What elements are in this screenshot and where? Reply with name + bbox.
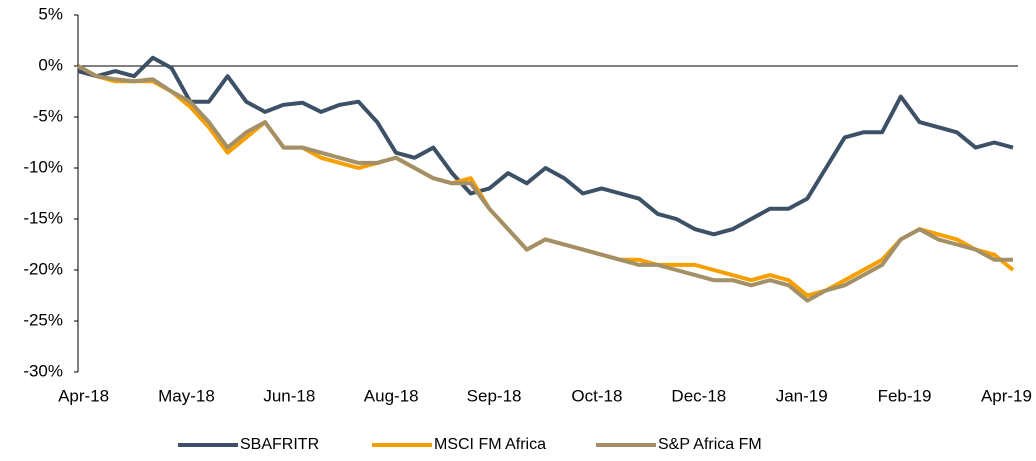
x-tick-label: Jun-18	[263, 386, 315, 405]
x-tick-label: Apr-18	[58, 386, 109, 405]
x-tick-label: May-18	[158, 386, 215, 405]
legend: SBAFRITR MSCI FM Africa S&P Africa FM	[178, 436, 762, 453]
y-tick-label: -20%	[23, 259, 63, 278]
legend-label: MSCI FM Africa	[434, 436, 546, 453]
y-tick-label: -10%	[23, 157, 63, 176]
y-tick-label: 5%	[38, 4, 63, 23]
y-tick-label: -5%	[33, 106, 63, 125]
y-tick-label: -25%	[23, 310, 63, 329]
x-tick-label: Feb-19	[878, 386, 932, 405]
x-tick-label: Oct-18	[571, 386, 622, 405]
x-tick-label: Jan-19	[776, 386, 828, 405]
x-tick-label: Dec-18	[671, 386, 726, 405]
x-tick-label: Aug-18	[364, 386, 419, 405]
x-tick-label: Sep-18	[467, 386, 522, 405]
y-tick-label: 0%	[38, 55, 63, 74]
legend-label: SBAFRITR	[240, 436, 319, 453]
y-tick-label: -30%	[23, 361, 63, 380]
x-tick-label: Apr-19	[981, 386, 1032, 405]
y-tick-label: -15%	[23, 208, 63, 227]
series-line	[77, 64, 1013, 303]
series-line	[77, 55, 1014, 237]
legend-label: S&P Africa FM	[658, 436, 762, 453]
series-line	[77, 64, 1015, 298]
